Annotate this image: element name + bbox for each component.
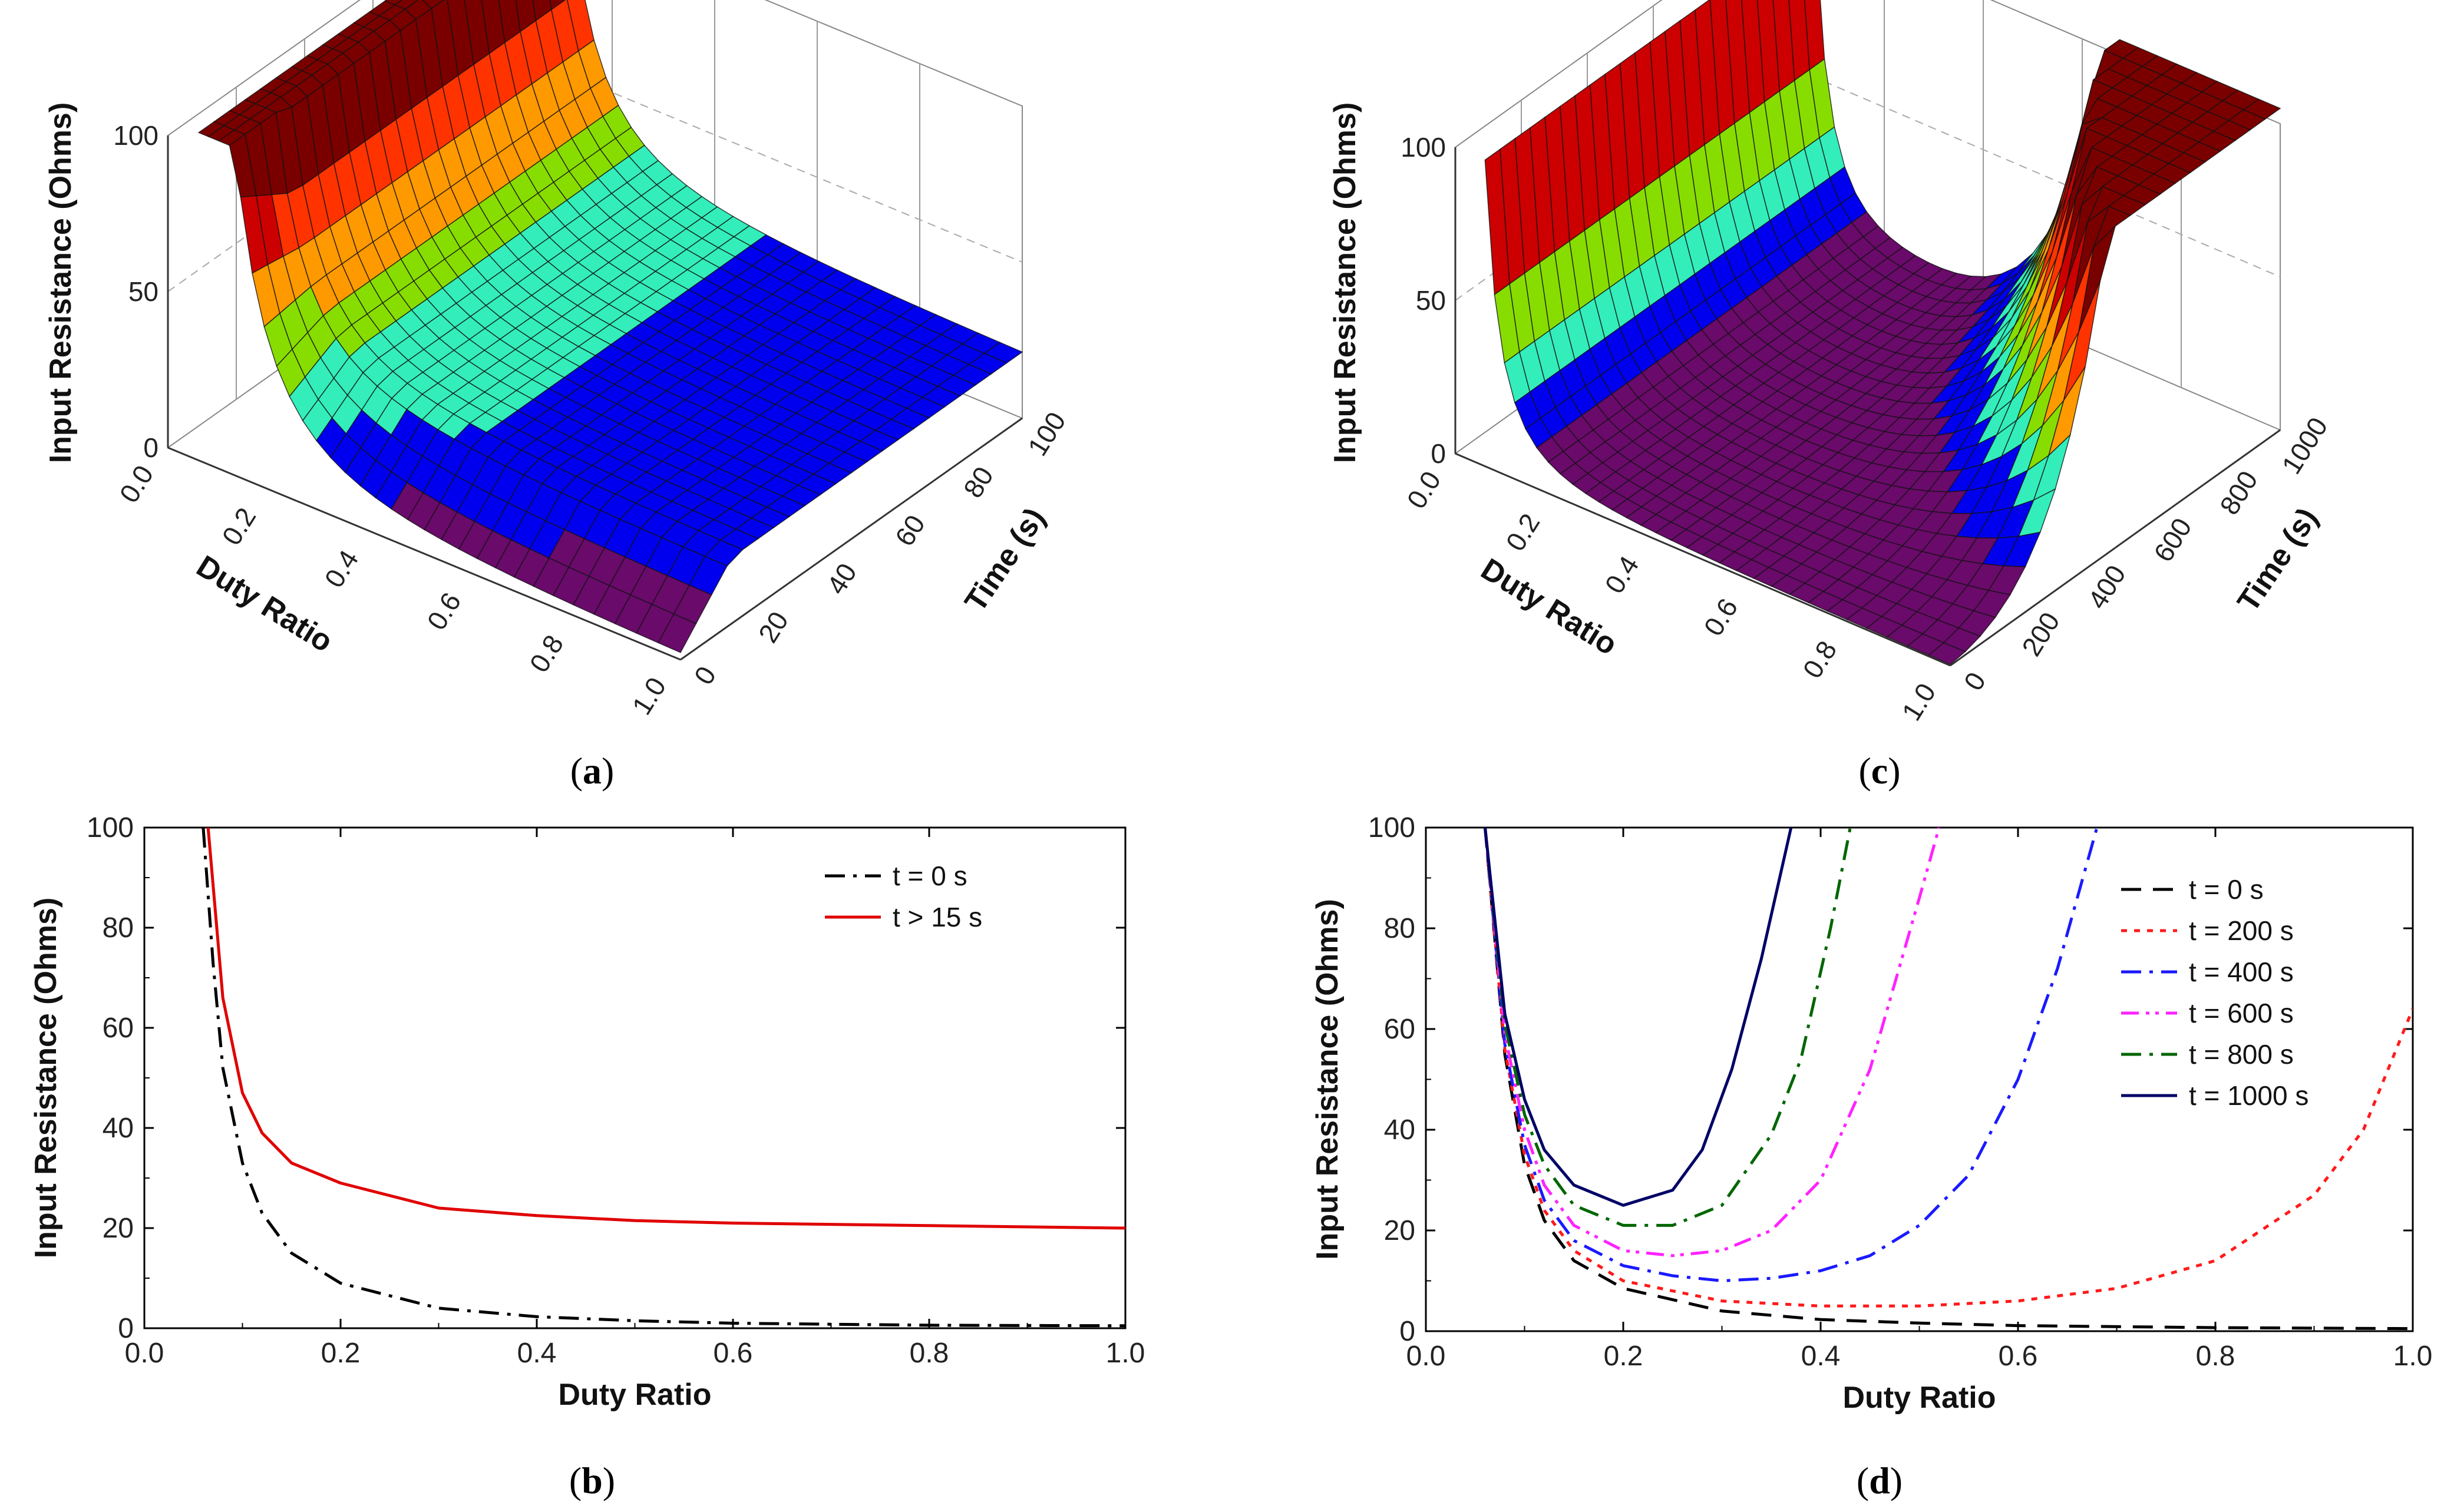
z-tick-label: 100	[1401, 132, 1446, 163]
y-tick-label: 20	[103, 1213, 134, 1244]
y-axis-label: Input Resistance (Ohms)	[29, 898, 63, 1259]
y-tick-label: 40	[821, 558, 863, 600]
y-tick-label: 80	[1384, 913, 1415, 944]
wall-grid-line	[1785, 64, 2281, 277]
x-tick-label: 0.8	[1796, 636, 1842, 684]
y-axis-line	[1950, 429, 2281, 667]
series-line	[202, 828, 1125, 1328]
x-tick-label: 0.2	[1500, 508, 1545, 557]
z-tick-label: 50	[128, 276, 158, 307]
y-tick-label: 400	[2082, 560, 2132, 614]
x-tick-label: 0.6	[714, 1338, 753, 1369]
x-tick-label: 1.0	[1106, 1338, 1145, 1369]
x-tick-label: 0.2	[1604, 1341, 1643, 1372]
z-tick-label: 100	[113, 120, 158, 151]
x-tick-label: 0.4	[517, 1338, 557, 1369]
surface-cell	[658, 613, 697, 653]
x-tick-label: 1.0	[2393, 1341, 2433, 1372]
legend-entry: t = 600 s	[2189, 998, 2294, 1028]
x-tick-label: 0.6	[421, 587, 467, 636]
x-axis-label: Duty Ratio	[1843, 1381, 1996, 1415]
legend-entry: t = 800 s	[2189, 1039, 2294, 1070]
panel-caption-c: (c)	[1858, 750, 1900, 792]
x-axis-label: Duty Ratio	[559, 1378, 712, 1412]
legend-entry: t = 1000 s	[2189, 1080, 2308, 1111]
x-tick-label: 0.0	[1406, 1341, 1446, 1372]
y-tick-label: 60	[1384, 1014, 1415, 1045]
x-axis-line	[1455, 452, 1951, 667]
z-tick-label: 0	[1431, 438, 1446, 469]
y-tick-label: 0	[1399, 1316, 1415, 1347]
legend-entry: t = 200 s	[2189, 915, 2294, 946]
x-tick-label: 0.8	[523, 630, 569, 678]
x-tick-label: 0.4	[1801, 1341, 1841, 1372]
x-axis-label: Duty Ratio	[1475, 552, 1623, 662]
x-tick-label: 0.4	[318, 545, 364, 593]
y-tick-label: 100	[1022, 406, 1072, 461]
x-tick-label: 0.6	[1999, 1341, 2038, 1372]
x-tick-label: 1.0	[1895, 678, 1941, 726]
y-tick-label: 40	[1384, 1114, 1415, 1146]
y-axis-label: Input Resistance (Ohms)	[1310, 899, 1345, 1260]
y-tick-label: 40	[103, 1113, 134, 1144]
y-tick-label: 80	[957, 461, 999, 503]
x-tick-label: 0.6	[1697, 593, 1743, 641]
y-tick-label: 20	[1384, 1215, 1415, 1246]
panel-a-surface-plot: 0.0 0.2 0.4 0.6 0.8 1.0 0 20 40 60 80 100 0 50 100 Duty…	[44, 0, 1072, 720]
x-tick-label: 0.2	[321, 1338, 361, 1369]
series-line	[1484, 828, 1793, 1207]
x-tick-label: 1.0	[626, 672, 672, 720]
y-tick-label: 60	[889, 509, 931, 551]
x-tick-label: 0.8	[910, 1338, 949, 1369]
y-tick-label: 200	[2016, 607, 2066, 661]
panel-caption-a: (a)	[570, 750, 615, 792]
y-tick-label: 1000	[2275, 412, 2333, 479]
y-axis-label: Time (s)	[2231, 502, 2324, 618]
surface-cell	[1928, 642, 1966, 665]
legend-entry: t = 400 s	[2189, 957, 2294, 987]
panel-caption-b: (b)	[569, 1460, 615, 1501]
y-tick-label: 0	[1958, 667, 1992, 696]
x-tick-label: 0.0	[113, 460, 159, 508]
x-tick-label: 0.2	[216, 502, 262, 551]
z-tick-label: 0	[143, 432, 158, 463]
z-axis-label: Input Resistance (Ohms)	[1328, 102, 1362, 464]
x-tick-label: 0.4	[1598, 551, 1644, 599]
y-tick-label: 600	[2148, 512, 2198, 567]
series-line	[1484, 828, 1941, 1258]
y-axis-line	[680, 417, 1023, 661]
y-tick-label: 0	[118, 1313, 134, 1344]
series-line	[206, 828, 1125, 1230]
legend-entry: t > 15 s	[893, 902, 982, 932]
z-tick-label: 50	[1416, 285, 1446, 316]
y-tick-label: 0	[688, 661, 722, 690]
x-axis-line	[167, 446, 681, 661]
x-tick-label: 0.8	[2196, 1341, 2235, 1372]
y-tick-label: 20	[752, 606, 794, 648]
x-axis-label: Duty Ratio	[190, 549, 338, 659]
x-tick-label: 0.0	[125, 1338, 164, 1369]
legend-entry: t = 0 s	[893, 861, 967, 891]
y-tick-label: 60	[103, 1013, 134, 1044]
z-axis-label: Input Resistance (Ohms)	[44, 102, 78, 464]
y-tick-label: 800	[2214, 465, 2264, 520]
legend-entry: t = 0 s	[2189, 874, 2264, 905]
series-line	[1484, 828, 2413, 1331]
series-line	[1484, 828, 1852, 1227]
panel-caption-d: (d)	[1857, 1460, 1903, 1501]
y-tick-label: 100	[1368, 812, 1415, 843]
series-line	[1484, 828, 2099, 1282]
y-axis-label: Time (s)	[958, 502, 1052, 618]
y-tick-label: 100	[87, 812, 134, 843]
panel-d-line-chart: 0.0 0.2 0.4 0.6 0.8 1.0 0 20 40 60 80 100 Duty Ratio…	[1310, 812, 2432, 1415]
y-tick-label: 80	[103, 912, 134, 944]
x-tick-label: 0.0	[1401, 466, 1446, 514]
panel-b-line-chart: 0.0 0.2 0.4 0.6 0.8 1.0 0 20 40 60 80 100 Duty Ratio…	[29, 812, 1145, 1412]
